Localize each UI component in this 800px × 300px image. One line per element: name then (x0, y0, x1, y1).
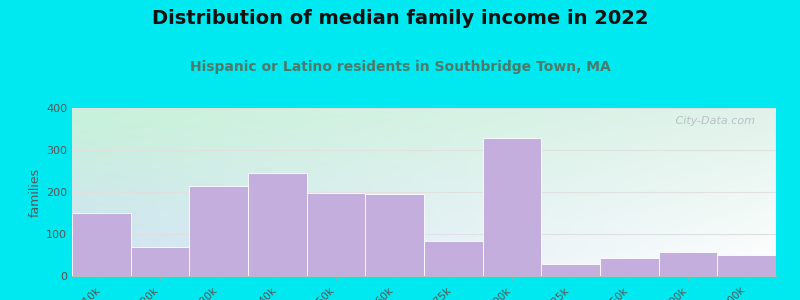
Text: Hispanic or Latino residents in Southbridge Town, MA: Hispanic or Latino residents in Southbri… (190, 60, 610, 74)
Bar (482, 138, 542, 276)
Bar (718, 255, 776, 276)
Bar (306, 193, 366, 276)
Bar (190, 186, 248, 276)
Bar (130, 247, 190, 276)
Bar (542, 264, 600, 276)
Bar (600, 258, 658, 276)
Text: Distribution of median family income in 2022: Distribution of median family income in … (152, 9, 648, 28)
Y-axis label: families: families (29, 167, 42, 217)
Bar (658, 252, 718, 276)
Bar (248, 173, 306, 276)
Text: City-Data.com: City-Data.com (672, 116, 755, 126)
Bar (366, 194, 424, 276)
Bar (424, 241, 482, 276)
Bar (72, 213, 130, 276)
